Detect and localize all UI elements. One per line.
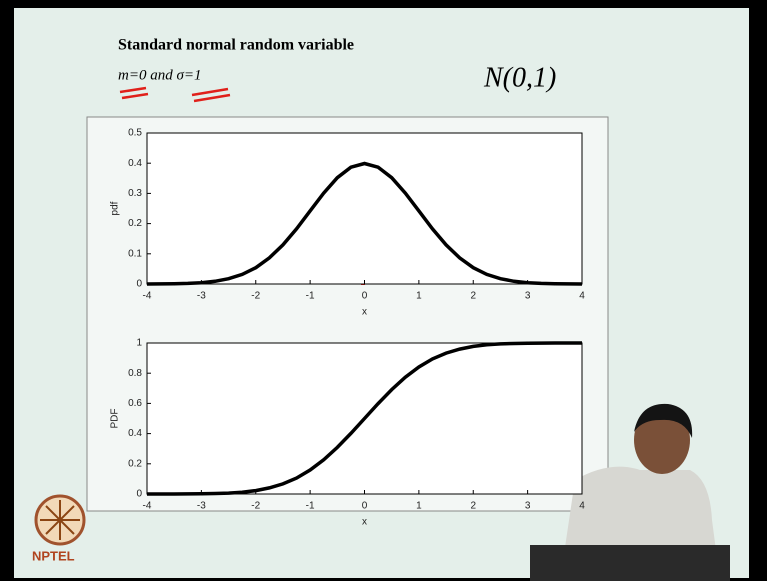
logo-mark: [40, 500, 80, 540]
x-tick-label: 0: [362, 501, 368, 512]
underline: [119, 86, 231, 103]
y-tick-label: 0.6: [128, 398, 142, 409]
y-tick-label: 0.2: [128, 458, 142, 469]
logo-text: NPTEL: [32, 548, 75, 563]
laptop: [530, 545, 730, 581]
x-tick-label: -4: [143, 291, 152, 302]
x-tick-label: -1: [306, 501, 315, 512]
axes: [146, 132, 583, 285]
y-tick-label: 0.3: [128, 188, 142, 199]
curve: [147, 341, 582, 496]
x-tick-label: 4: [579, 291, 585, 302]
person-face: [634, 406, 690, 474]
x-tick-label: -3: [197, 501, 206, 512]
y-tick-label: 0: [136, 489, 142, 500]
y-tick-label: 0: [136, 279, 142, 290]
x-tick-label: 3: [525, 501, 531, 512]
x-tick-label: -2: [251, 501, 260, 512]
x-tick-label: -2: [251, 291, 260, 302]
person-hair: [634, 403, 693, 438]
y-tick-label: 0.1: [128, 248, 142, 259]
x-tick-label: 2: [470, 291, 476, 302]
y-tick-label: 0.4: [128, 158, 142, 169]
x-tick-label: -3: [197, 291, 206, 302]
x-tick-label: 1: [416, 291, 422, 302]
x-tick-label: 0: [362, 291, 368, 302]
params: m=0 and σ=1: [118, 67, 201, 83]
y-tick-label: 0.5: [128, 128, 142, 139]
y-tick-label: 0.4: [128, 428, 142, 439]
x-tick-label: -1: [306, 291, 315, 302]
y-tick-label: 0.2: [128, 218, 142, 229]
x-tick-label: 3: [525, 291, 531, 302]
y-axis-label: PDF: [110, 409, 121, 429]
x-tick-label: 2: [470, 501, 476, 512]
notation: N(0,1): [483, 62, 556, 93]
curve: [146, 161, 583, 286]
y-tick-label: 0.8: [128, 368, 142, 379]
x-tick-label: -4: [143, 501, 152, 512]
y-axis-label: pdf: [110, 201, 121, 215]
slide-title: Standard normal random variable: [118, 37, 354, 54]
y-tick-label: 1: [136, 338, 142, 349]
x-axis-label: x: [362, 307, 367, 318]
x-tick-label: 4: [579, 501, 585, 512]
x-axis-label: x: [362, 517, 367, 528]
x-tick-label: 1: [416, 501, 422, 512]
